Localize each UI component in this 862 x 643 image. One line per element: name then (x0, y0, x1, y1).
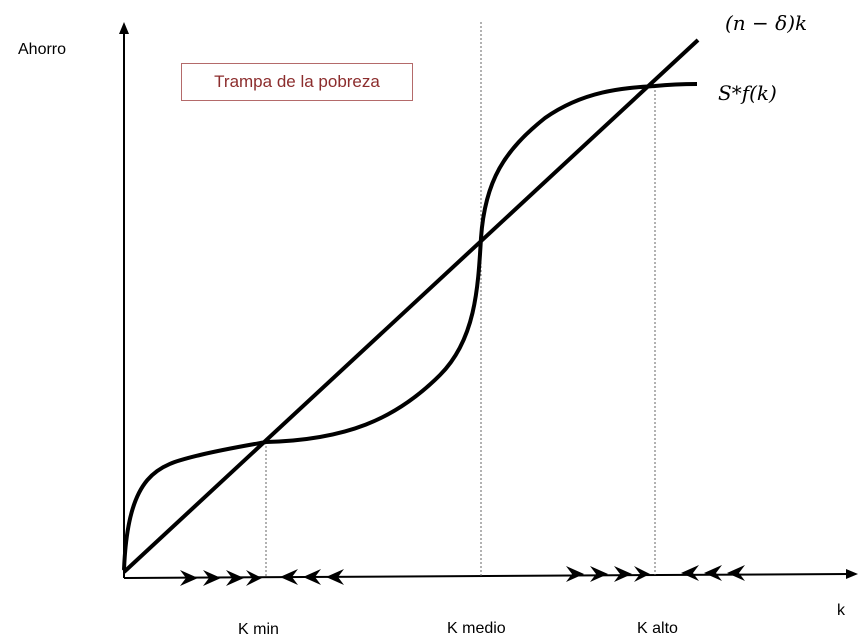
x-axis (123, 573, 851, 579)
curve-label: S*f(k) (718, 81, 777, 105)
title-box: Trampa de la pobreza (181, 63, 413, 101)
kmedio-label: K medio (447, 620, 506, 637)
kalto-label: K alto (637, 620, 678, 637)
arrows-left-kmin (280, 569, 344, 585)
depreciation-line (122, 38, 700, 574)
y-axis-label: Ahorro (18, 41, 66, 58)
x-axis-arrow-icon (846, 569, 858, 579)
y-axis-arrow-icon (119, 22, 129, 34)
title-text: Trampa de la pobreza (214, 72, 380, 91)
savings-curve (122, 82, 698, 571)
arrows-right-kalto (566, 566, 650, 582)
arrows-left-kalto (681, 565, 745, 581)
x-axis-label: k (837, 602, 846, 619)
kmin-label: K min (238, 621, 279, 638)
line-label: (n − δ)k (725, 11, 807, 35)
arrows-right-kmin (180, 570, 262, 586)
